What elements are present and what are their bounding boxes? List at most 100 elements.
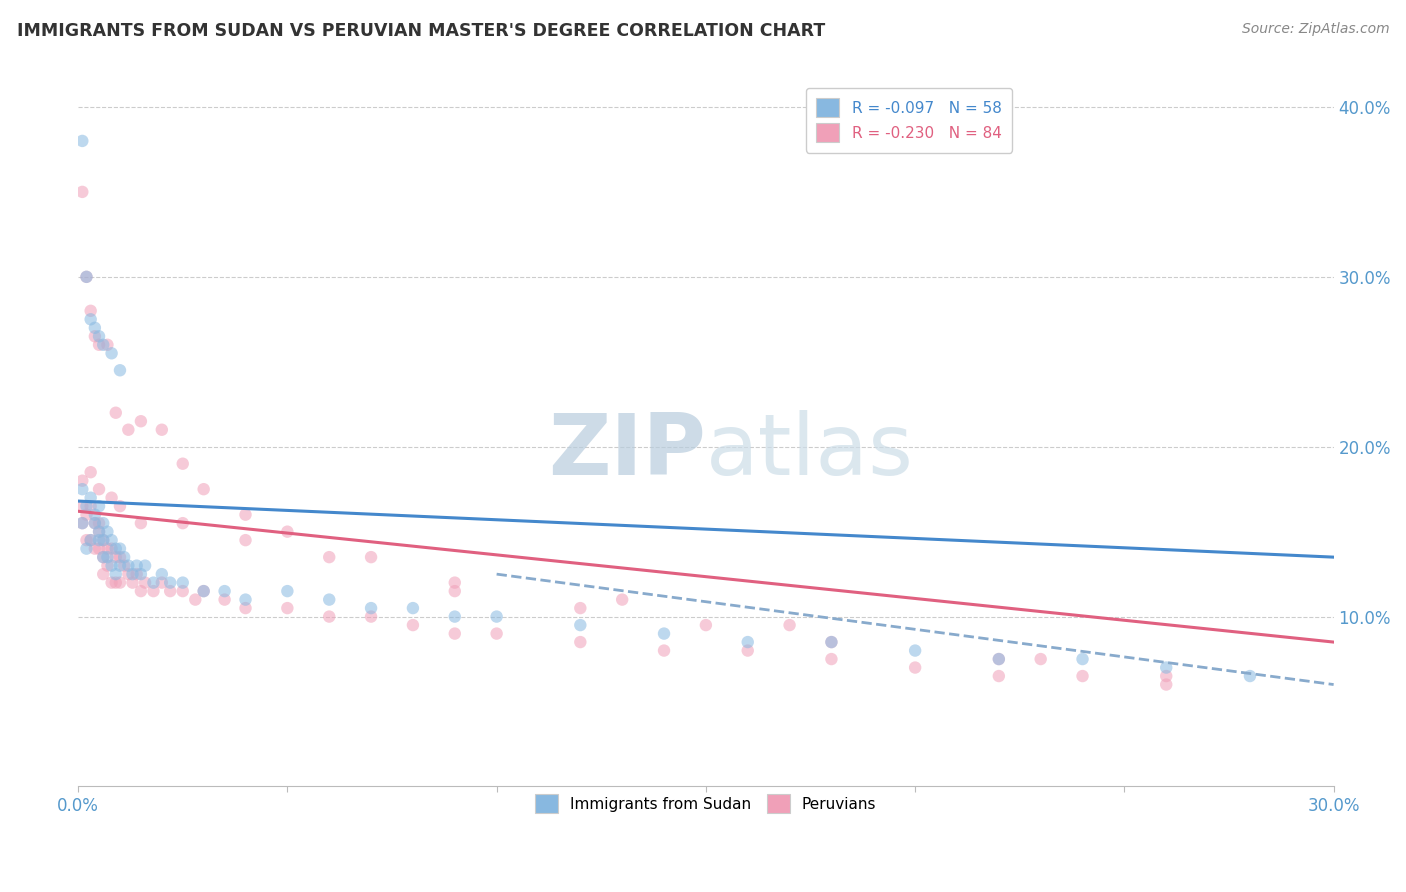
Point [76, 533, 98, 548]
Point [737, 635, 759, 649]
Text: Source: ZipAtlas.com: Source: ZipAtlas.com [1241, 22, 1389, 37]
Point [117, 558, 139, 573]
Point [108, 558, 131, 573]
Point [172, 584, 194, 599]
Point [104, 406, 127, 420]
Point [79, 312, 101, 326]
Point [134, 558, 156, 573]
Point [402, 601, 425, 615]
Point [87, 329, 110, 343]
Point [820, 635, 842, 649]
Point [76, 269, 98, 284]
Point [121, 567, 143, 582]
Point [72, 499, 94, 513]
Point [652, 643, 675, 657]
Point [72, 482, 94, 496]
Point [402, 618, 425, 632]
Point [695, 618, 717, 632]
Point [72, 516, 94, 531]
Point [87, 524, 110, 539]
Point [104, 575, 127, 590]
Point [737, 643, 759, 657]
Point [100, 346, 122, 360]
Point [121, 575, 143, 590]
Point [79, 533, 101, 548]
Point [172, 457, 194, 471]
Point [142, 575, 165, 590]
Point [820, 635, 842, 649]
Point [96, 558, 118, 573]
Point [91, 567, 114, 582]
Point [100, 575, 122, 590]
Point [96, 338, 118, 352]
Point [1154, 669, 1177, 683]
Text: atlas: atlas [706, 409, 914, 492]
Point [193, 584, 215, 599]
Point [184, 592, 207, 607]
Point [108, 575, 131, 590]
Point [569, 618, 592, 632]
Point [83, 516, 105, 531]
Point [125, 567, 148, 582]
Point [108, 550, 131, 565]
Point [612, 592, 634, 607]
Point [235, 533, 257, 548]
Point [91, 550, 114, 565]
Point [443, 575, 465, 590]
Point [91, 533, 114, 548]
Point [360, 550, 382, 565]
Point [569, 601, 592, 615]
Point [987, 652, 1010, 666]
Point [91, 550, 114, 565]
Point [904, 643, 927, 657]
Point [100, 533, 122, 548]
Point [108, 363, 131, 377]
Point [79, 465, 101, 479]
Point [87, 338, 110, 352]
Point [193, 584, 215, 599]
Point [96, 541, 118, 556]
Point [1071, 669, 1094, 683]
Point [904, 660, 927, 674]
Point [485, 626, 508, 640]
Point [112, 550, 135, 565]
Point [172, 575, 194, 590]
Point [235, 592, 257, 607]
Point [193, 482, 215, 496]
Point [125, 558, 148, 573]
Point [235, 508, 257, 522]
Point [79, 533, 101, 548]
Point [83, 516, 105, 531]
Point [276, 601, 298, 615]
Point [117, 423, 139, 437]
Point [820, 652, 842, 666]
Point [1154, 677, 1177, 691]
Point [87, 533, 110, 548]
Point [108, 499, 131, 513]
Point [87, 524, 110, 539]
Point [79, 491, 101, 505]
Point [443, 626, 465, 640]
Point [142, 584, 165, 599]
Point [129, 567, 152, 582]
Point [76, 499, 98, 513]
Point [87, 516, 110, 531]
Point [91, 516, 114, 531]
Point [159, 584, 181, 599]
Point [79, 499, 101, 513]
Point [104, 550, 127, 565]
Point [318, 609, 340, 624]
Point [72, 474, 94, 488]
Point [987, 669, 1010, 683]
Point [129, 516, 152, 531]
Point [1029, 652, 1052, 666]
Point [83, 329, 105, 343]
Point [108, 541, 131, 556]
Point [134, 575, 156, 590]
Point [87, 541, 110, 556]
Point [1239, 669, 1261, 683]
Point [76, 541, 98, 556]
Point [1154, 660, 1177, 674]
Point [235, 601, 257, 615]
Point [1071, 652, 1094, 666]
